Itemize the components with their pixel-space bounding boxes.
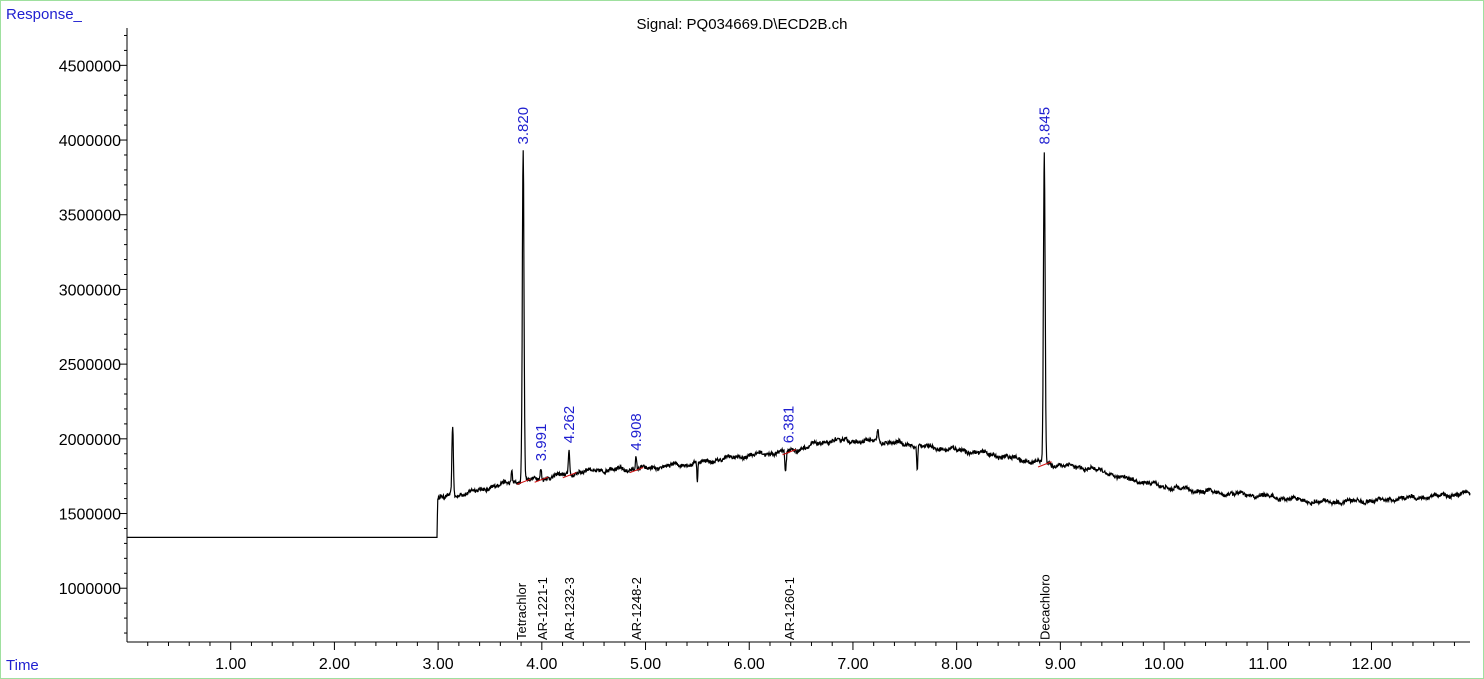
x-tick-label: 7.00 (837, 656, 868, 673)
peak-rt-label: 3.820 (515, 107, 532, 145)
x-tick-label: 11.00 (1248, 656, 1287, 673)
y-tick-label: 2500000 (59, 357, 121, 374)
x-tick-label: 5.00 (630, 656, 661, 673)
signal-trace (127, 150, 1471, 539)
x-tick-label: 3.00 (423, 656, 454, 673)
peak-rt-label: 8.845 (1036, 107, 1053, 145)
integration-baseline (782, 449, 797, 456)
y-tick-label: 2000000 (59, 432, 121, 449)
x-tick-label: 4.00 (526, 656, 557, 673)
x-tick-label: 10.00 (1144, 656, 1184, 673)
x-tick-label: 2.00 (319, 656, 350, 673)
chart-title: Signal: PQ034669.D\ECD2B.ch (636, 16, 848, 33)
peak-rt-label: 3.991 (533, 424, 550, 462)
compound-label: Tetrachlor (514, 582, 529, 640)
axes: 1000000 1500000 2000000 2500000 3000000 35000… (59, 28, 1470, 673)
y-tick-label: 1000000 (59, 581, 121, 598)
x-tick-label: 12.00 (1351, 656, 1391, 673)
y-tick-label: 1500000 (59, 507, 121, 524)
integration-baseline (534, 476, 549, 483)
peak-rt-label: 4.262 (561, 406, 578, 444)
integration-baseline (562, 472, 577, 479)
compound-label: AR-1248-2 (629, 577, 644, 640)
y-tick-label: 4500000 (59, 58, 121, 75)
x-tick-label: 1.00 (215, 656, 246, 673)
y-tick-label: 3000000 (59, 282, 121, 299)
peak-rt-label: 6.381 (781, 406, 798, 444)
x-tick-label: 9.00 (1045, 656, 1076, 673)
integration-baseline (1037, 461, 1052, 468)
y-tick-label: 4000000 (59, 133, 121, 150)
x-tick-label: 6.00 (734, 656, 765, 673)
compound-label: AR-1260-1 (782, 577, 797, 640)
integration-baseline (629, 467, 644, 474)
compound-label: Decachloro (1037, 574, 1052, 640)
peak-annotations: 3.820 3.991 4.262 4.908 6.381 8.845 Tetrachlor… (514, 107, 1053, 640)
y-tick-label: 3500000 (59, 208, 121, 225)
signal-line (127, 150, 1471, 539)
compound-label: AR-1232-3 (562, 577, 577, 640)
peak-rt-label: 4.908 (628, 413, 645, 451)
x-axis-label: Time (6, 657, 39, 674)
integration-baseline (516, 478, 531, 485)
compound-label: AR-1221-1 (535, 577, 550, 640)
x-tick-label: 8.00 (941, 656, 972, 673)
y-axis-label: Response_ (6, 6, 82, 23)
